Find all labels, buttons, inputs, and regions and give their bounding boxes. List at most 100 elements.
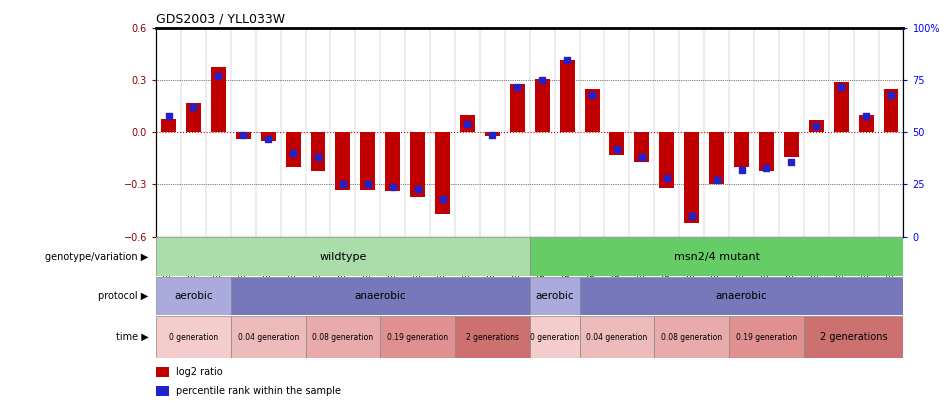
Bar: [360, 132, 376, 190]
Point: [759, 164, 774, 171]
Bar: [530, 277, 580, 315]
Bar: [455, 316, 530, 358]
Bar: [580, 277, 903, 315]
Text: 0.04 generation: 0.04 generation: [587, 333, 648, 342]
Text: aerobic: aerobic: [174, 291, 213, 301]
Bar: [156, 277, 231, 315]
Point: [585, 92, 600, 98]
Bar: [435, 132, 450, 214]
Bar: [231, 316, 306, 358]
Text: wildtype: wildtype: [319, 252, 367, 262]
Bar: [236, 132, 251, 139]
Text: 0 generation: 0 generation: [169, 333, 218, 342]
Point: [534, 77, 550, 83]
Text: 0.04 generation: 0.04 generation: [237, 333, 299, 342]
Bar: [684, 132, 699, 223]
Point: [360, 181, 376, 188]
Point: [335, 181, 350, 188]
Bar: [385, 132, 400, 192]
Bar: [635, 132, 649, 162]
Text: time ▶: time ▶: [115, 332, 149, 342]
Bar: [306, 316, 380, 358]
Bar: [411, 132, 425, 196]
Bar: [804, 316, 903, 358]
Bar: [729, 316, 804, 358]
Bar: [211, 66, 226, 132]
Text: 0.19 generation: 0.19 generation: [387, 333, 448, 342]
Point: [510, 83, 525, 90]
Point: [809, 123, 824, 130]
Point: [659, 175, 674, 181]
Bar: [510, 84, 525, 132]
Bar: [156, 386, 169, 396]
Bar: [655, 316, 729, 358]
Bar: [380, 316, 455, 358]
Point: [684, 213, 699, 219]
Point: [559, 56, 574, 63]
Point: [484, 131, 499, 138]
Bar: [659, 132, 674, 188]
Point: [260, 135, 276, 142]
Text: protocol ▶: protocol ▶: [98, 291, 149, 301]
Bar: [156, 367, 169, 377]
Text: aerobic: aerobic: [535, 291, 574, 301]
Bar: [833, 82, 849, 132]
Bar: [156, 237, 530, 276]
Bar: [310, 132, 325, 171]
Text: percentile rank within the sample: percentile rank within the sample: [176, 386, 341, 396]
Point: [185, 104, 201, 111]
Bar: [710, 132, 724, 184]
Bar: [734, 132, 749, 167]
Bar: [286, 132, 301, 167]
Bar: [784, 132, 798, 157]
Bar: [161, 119, 176, 132]
Bar: [261, 132, 275, 141]
Text: 2 generations: 2 generations: [820, 332, 887, 342]
Text: 0.08 generation: 0.08 generation: [312, 333, 374, 342]
Text: 0.08 generation: 0.08 generation: [661, 333, 722, 342]
Bar: [859, 115, 873, 132]
Point: [833, 83, 849, 90]
Text: anaerobic: anaerobic: [716, 291, 767, 301]
Point: [859, 113, 874, 119]
Bar: [156, 316, 231, 358]
Point: [460, 121, 475, 127]
Bar: [231, 277, 530, 315]
Bar: [460, 115, 475, 132]
Point: [634, 154, 649, 161]
Bar: [186, 103, 201, 132]
Text: anaerobic: anaerobic: [355, 291, 406, 301]
Bar: [534, 79, 550, 132]
Bar: [530, 316, 580, 358]
Text: 2 generations: 2 generations: [465, 333, 519, 342]
Bar: [530, 237, 903, 276]
Bar: [609, 132, 624, 155]
Text: 0 generation: 0 generation: [530, 333, 579, 342]
Text: msn2/4 mutant: msn2/4 mutant: [674, 252, 760, 262]
Point: [435, 196, 450, 202]
Bar: [336, 132, 350, 190]
Point: [211, 73, 226, 79]
Point: [710, 177, 725, 183]
Point: [286, 150, 301, 156]
Text: genotype/variation ▶: genotype/variation ▶: [45, 252, 149, 262]
Point: [609, 146, 624, 152]
Bar: [884, 89, 899, 132]
Point: [385, 183, 400, 190]
Bar: [560, 60, 574, 132]
Point: [734, 167, 749, 173]
Point: [411, 185, 426, 192]
Bar: [809, 120, 824, 132]
Point: [161, 113, 176, 119]
Point: [310, 154, 325, 161]
Bar: [580, 316, 655, 358]
Bar: [485, 132, 499, 136]
Point: [884, 92, 899, 98]
Bar: [759, 132, 774, 171]
Text: 0.19 generation: 0.19 generation: [736, 333, 797, 342]
Bar: [585, 89, 600, 132]
Text: GDS2003 / YLL033W: GDS2003 / YLL033W: [156, 13, 285, 26]
Point: [783, 158, 798, 165]
Text: log2 ratio: log2 ratio: [176, 367, 222, 377]
Point: [236, 131, 251, 138]
